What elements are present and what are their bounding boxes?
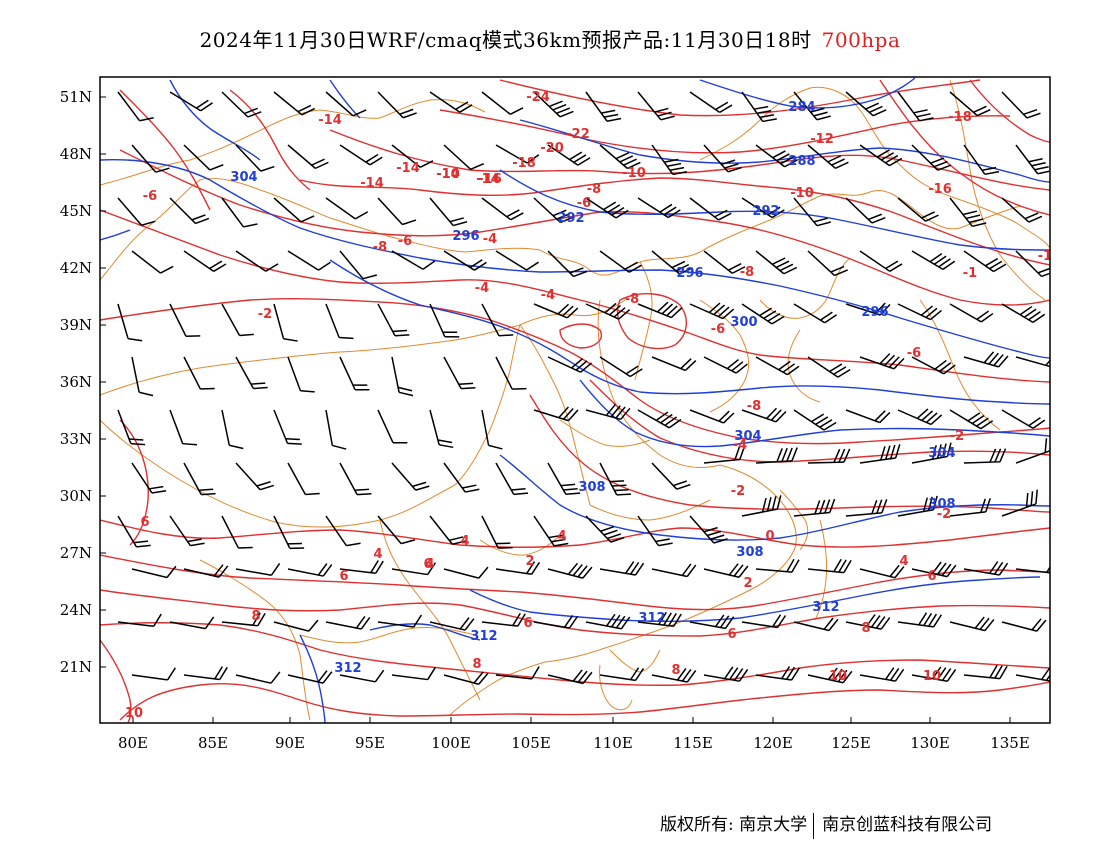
height-label: 300 (730, 315, 757, 330)
copyright-separator (813, 813, 814, 839)
lat-label: 42N (60, 259, 92, 277)
lat-label: 24N (60, 601, 92, 619)
lat-label: 51N (60, 88, 92, 106)
height-label: 296 (676, 266, 703, 281)
lon-label: 95E (355, 734, 385, 752)
lon-label: 105E (511, 734, 551, 752)
height-label: 312 (470, 629, 497, 644)
height-label: 284 (788, 100, 815, 115)
temperature-label: -2 (258, 307, 272, 322)
temperature-label: -18 (512, 156, 536, 171)
temperature-label: 6 (423, 557, 432, 572)
temperature-label: 10 (829, 669, 847, 684)
temperature-label: 0 (765, 529, 774, 544)
temperature-label: 6 (927, 569, 936, 584)
temperature-label: 4 (373, 547, 382, 562)
temperature-label: -2 (950, 429, 964, 444)
temperature-label: -20 (540, 141, 564, 156)
temperature-label: 6 (523, 616, 532, 631)
lat-label: 45N (60, 202, 92, 220)
lat-label: 33N (60, 430, 92, 448)
temperature-label: -16 (928, 182, 952, 197)
lat-label: 39N (60, 316, 92, 334)
height-label: 304 (734, 429, 761, 444)
temperature-label: 2 (743, 576, 752, 591)
lon-label: 120E (753, 734, 793, 752)
temperature-label: -8 (587, 182, 601, 197)
height-label: 308 (928, 497, 955, 512)
height-label: 312 (812, 600, 839, 615)
temperature-label: 6 (140, 515, 149, 530)
height-label: 292 (557, 211, 584, 226)
temperature-label: 6 (727, 627, 736, 642)
temperature-label: -4 (541, 288, 555, 303)
height-label: 292 (752, 204, 779, 219)
lon-label: 135E (990, 734, 1030, 752)
temperature-label: 8 (671, 663, 680, 678)
lon-label: 115E (673, 734, 713, 752)
temperature-label: -14 (396, 161, 420, 176)
height-label: 296 (452, 229, 479, 244)
height-label: 308 (578, 480, 605, 495)
temperature-label: -14 (318, 113, 342, 128)
temperature-label: 4 (460, 534, 469, 549)
lat-label: 21N (60, 658, 92, 676)
height-label: 304 (230, 170, 257, 185)
temperature-label: -2 (731, 484, 745, 499)
copyright-right: 南京创蓝科技有限公司 (822, 815, 992, 835)
temperature-label: 4 (557, 529, 566, 544)
height-label: 288 (788, 154, 815, 169)
temperature-label: -6 (398, 234, 412, 249)
height-label: 308 (736, 545, 763, 560)
temperature-label: -4 (483, 232, 497, 247)
temperature-label: -10 (622, 166, 646, 181)
temperature-label: -14 (476, 172, 500, 187)
temperature-label: -24 (526, 90, 550, 105)
temperature-label: -6 (907, 346, 921, 361)
temperature-label: 8 (251, 609, 260, 624)
lat-label: 36N (60, 373, 92, 391)
lon-label: 85E (198, 734, 228, 752)
temperature-label: -22 (566, 127, 590, 142)
lon-label: 125E (831, 734, 871, 752)
temperature-label: -1 (963, 266, 977, 281)
temperature-label: -8 (373, 240, 387, 255)
temperature-label: -6 (711, 322, 725, 337)
lon-label: 110E (593, 734, 633, 752)
temperature-label: 2 (525, 554, 534, 569)
temperature-label: -8 (747, 399, 761, 414)
height-label: 312 (638, 611, 665, 626)
lon-label: 100E (431, 734, 471, 752)
latitude-axis: 51N 48N 45N 42N 39N 36N 33N 30N 27N 24N 21N (60, 88, 106, 676)
temperature-label: -8 (740, 265, 754, 280)
temperature-label: -14 (360, 176, 384, 191)
lon-label: 130E (910, 734, 950, 752)
temperature-label: 8 (472, 657, 481, 672)
lon-label: 90E (275, 734, 305, 752)
lat-label: 27N (60, 544, 92, 562)
lat-label: 48N (60, 145, 92, 163)
lat-label: 30N (60, 487, 92, 505)
copyright: 版权所有: 南京大学 南京创蓝科技有限公司 (660, 810, 992, 839)
temperature-label: -6 (577, 196, 591, 211)
temperature-label: 10 (923, 669, 941, 684)
height-label: 312 (334, 661, 361, 676)
temperature-label: -10 (436, 167, 460, 182)
temperature-label: -6 (143, 189, 157, 204)
temperature-label: -12 (810, 132, 834, 147)
temperature-label: 10 (125, 706, 143, 721)
temperature-label: -10 (790, 186, 814, 201)
temperature-label: -8 (625, 292, 639, 307)
height-label: 296 (861, 305, 888, 320)
temperature-label: -4 (475, 281, 489, 296)
lon-label: 80E (118, 734, 148, 752)
temperature-label: 6 (339, 569, 348, 584)
temperature-label: 4 (899, 554, 908, 569)
temperature-label: 8 (861, 621, 870, 636)
height-label: 304 (928, 446, 955, 461)
copyright-left: 版权所有: 南京大学 (660, 815, 807, 835)
temperature-label: -18 (948, 110, 972, 125)
